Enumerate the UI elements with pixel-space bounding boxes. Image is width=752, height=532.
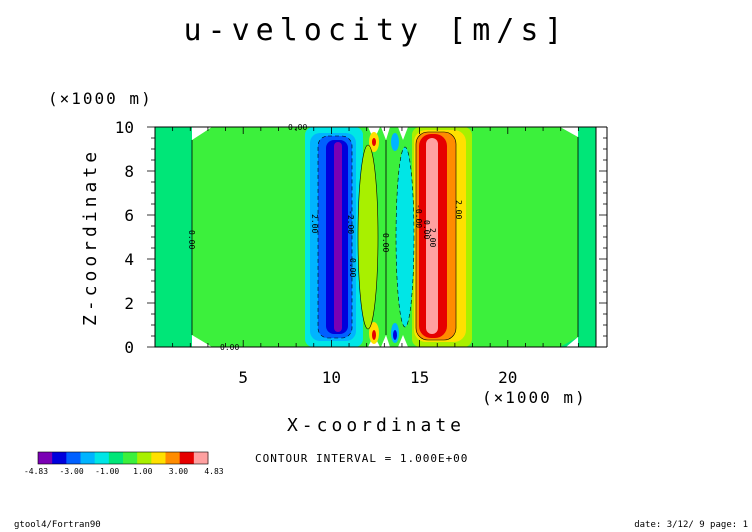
contour-label: 0.00 (348, 258, 357, 277)
contour-label: -2.00 (346, 210, 355, 234)
y-tick-label: 8 (124, 162, 134, 181)
colorbar (37, 451, 209, 465)
y-axis-label: Z-coordinate (80, 148, 101, 326)
top-small-pos-core (372, 138, 376, 146)
bottom-small-neg-core (393, 330, 397, 340)
x-tick-label: 20 (498, 368, 517, 387)
y-tick-label: 10 (115, 118, 134, 137)
contour-interval-text: CONTOUR INTERVAL = 1.000E+00 (255, 452, 468, 465)
y-tick-label: 4 (124, 250, 134, 269)
corner-notch-tl (192, 127, 212, 140)
y-unit-label: (×1000 m) (48, 89, 153, 108)
corner-notch-br (566, 337, 578, 347)
contour-label: 0.00 (422, 220, 431, 239)
contour-pos (415, 131, 457, 341)
y-tick-labels: 0 2 4 6 8 10 (115, 118, 134, 357)
colorbar-tick-label: 3.00 (169, 467, 188, 476)
chart-title: u-velocity [m/s] (184, 13, 569, 48)
y-tick-label: 0 (124, 338, 134, 357)
contour-inner-pos (357, 144, 379, 330)
contour-label: 0.00 (381, 233, 390, 252)
colorbar-tick-label: -1.00 (95, 467, 119, 476)
colorbar-tick-label: -3.00 (60, 467, 84, 476)
colorbar-swatch (66, 452, 81, 464)
pos-band-core (426, 138, 438, 334)
footer-right: date: 3/12/ 9 page: 1 (634, 520, 748, 530)
colorbar-tick-label: 1.00 (133, 467, 152, 476)
x-tick-label: 5 (238, 368, 248, 387)
x-tick-label: 10 (322, 368, 341, 387)
colorbar-swatch (80, 452, 96, 464)
colorbar-swatch (123, 452, 138, 464)
x-tick-labels: 5 10 15 20 (238, 368, 517, 387)
contour-label: -0.00 (414, 204, 423, 228)
contour-label: 2.00 (310, 214, 319, 233)
contour-inner-neg (395, 146, 415, 328)
colorbar-swatch (94, 452, 110, 464)
footer-left: gtool4/Fortran90 (14, 520, 101, 530)
colorbar-labels: -4.83 -3.00 -1.00 1.00 3.00 4.83 (24, 467, 224, 476)
center-gap-bottom-right (398, 335, 408, 347)
colorbar-tick-label: 4.83 (204, 467, 223, 476)
inner-neg-lobe (396, 147, 414, 327)
center-gap-bottom-mid (381, 335, 390, 347)
inner-pos-lobe (358, 145, 378, 329)
colorbar-swatch (165, 452, 181, 464)
y-tick-label: 2 (124, 294, 134, 313)
bottom-small-pos-core (372, 330, 376, 340)
x-tick-label: 15 (410, 368, 429, 387)
ticks (147, 126, 607, 348)
contour-label: 2.00 (454, 200, 463, 219)
colorbar-swatch (179, 452, 195, 464)
contour-label: 0.00 (187, 230, 196, 249)
x-unit-label: (×1000 m) (482, 388, 587, 407)
colorbar-swatch (193, 452, 209, 464)
plot-area: 0.00 0.00 0.00 2.00 0.00 2.00 -2.00 -0.0… (154, 123, 597, 352)
colorbar-tick-label: -4.83 (24, 467, 48, 476)
corner-notch-tr (560, 127, 578, 137)
colorbar-swatch (52, 452, 67, 464)
top-small-neg (391, 133, 399, 151)
colorbar-swatch (108, 452, 124, 464)
left-edge-region (155, 127, 210, 347)
colorbar-swatch (137, 452, 152, 464)
x-axis-label: X-coordinate (287, 415, 465, 436)
center-gap-top-mid (381, 127, 390, 140)
colorbar-swatch (151, 452, 166, 464)
colorbar-swatch (38, 452, 53, 464)
corner-notch-bl (192, 335, 212, 347)
y-tick-label: 6 (124, 206, 134, 225)
colorbar-frame (37, 451, 209, 465)
neg-band-core (334, 142, 342, 332)
contour-neg-dash (317, 135, 353, 339)
center-gap-top-right (398, 127, 408, 140)
contour-label: 2.00 (428, 228, 437, 247)
